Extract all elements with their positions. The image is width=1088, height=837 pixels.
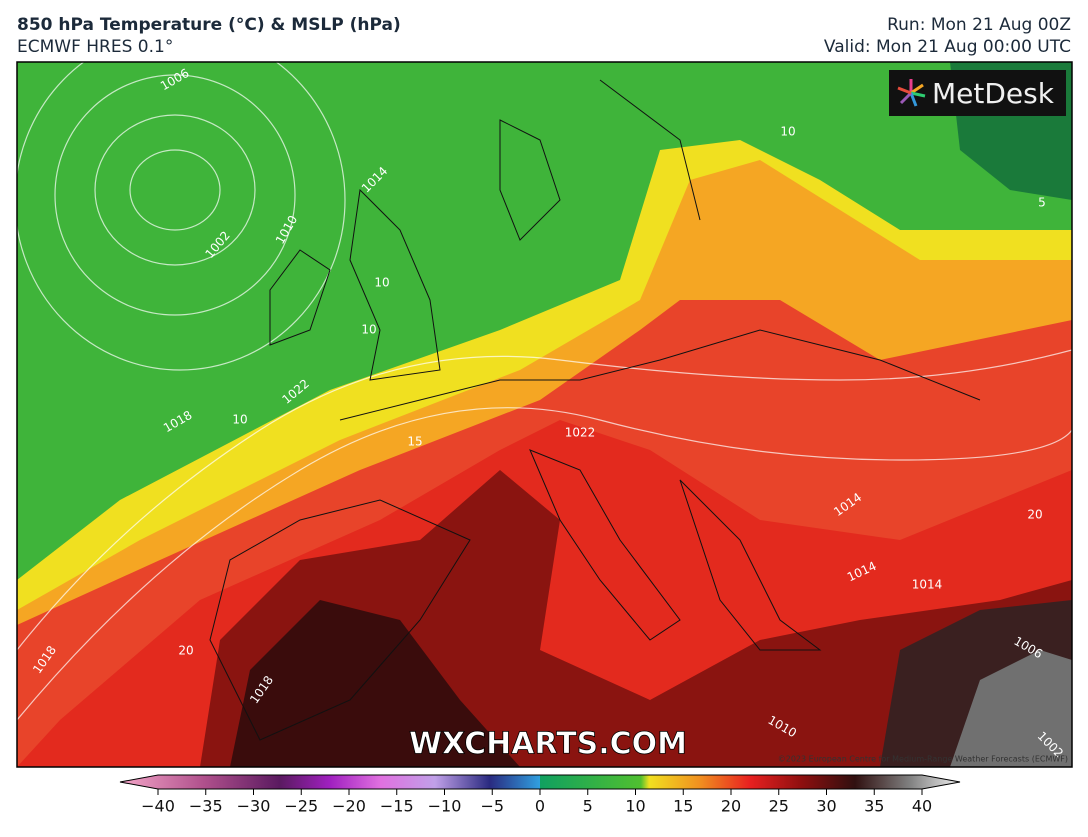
contour-label: 1014: [912, 578, 943, 592]
title: 850 hPa Temperature (°C) & MSLP (hPa): [17, 15, 401, 35]
colorbar-tick-label: −40: [141, 797, 175, 816]
colorbar-tick-label: −35: [189, 797, 223, 816]
colorbar-tick-label: 40: [912, 797, 932, 816]
logo-box: [889, 70, 1066, 116]
colorbar-tick-label: 20: [721, 797, 741, 816]
contour-label: 20: [178, 644, 193, 658]
colorbar-tick-label: 10: [625, 797, 645, 816]
contour-label: 20: [1027, 508, 1042, 522]
subtitle: ECMWF HRES 0.1°: [17, 37, 173, 57]
colorbar-tick-label: −15: [380, 797, 414, 816]
logo-text: MetDesk: [932, 77, 1055, 110]
watermark: WXCHARTS.COM: [409, 727, 687, 762]
colorbar-tick-label: −10: [428, 797, 462, 816]
colorbar-tick-label: −25: [284, 797, 318, 816]
contour-label: 10: [780, 125, 795, 139]
logo-icon: [897, 79, 926, 107]
colorbar-tick-label: 5: [583, 797, 593, 816]
colorbar-tick-label: 0: [535, 797, 545, 816]
contour-label: 10: [361, 323, 376, 337]
colorbar-tick-label: 25: [769, 797, 789, 816]
colorbar-ticks: −40 −35 −30 −25 −20 −15 −10 −5 0 5 10 15 20 25 30 35 40: [141, 789, 932, 816]
contour-label: 15: [407, 435, 422, 449]
colorbar-tick-label: 35: [864, 797, 884, 816]
map-frame: [16, 61, 1073, 768]
contour-label: 10: [374, 276, 389, 290]
valid-time: Valid: Mon 21 Aug 00:00 UTC: [824, 37, 1071, 57]
colorbar-tick-label: −5: [480, 797, 504, 816]
run-time: Run: Mon 21 Aug 00Z: [887, 15, 1071, 35]
copyright: ©2023 European Centre for Medium-Range W…: [778, 755, 1068, 764]
colorbar-tick-label: −30: [237, 797, 271, 816]
colorbar-tick-label: 15: [673, 797, 693, 816]
colorbar: [119, 774, 961, 790]
colorbar-tick-label: −20: [332, 797, 366, 816]
colorbar-tick-label: 30: [816, 797, 836, 816]
contour-label: 1022: [565, 426, 596, 440]
contour-label: 10: [232, 413, 247, 427]
contour-label: 5: [1038, 196, 1046, 210]
